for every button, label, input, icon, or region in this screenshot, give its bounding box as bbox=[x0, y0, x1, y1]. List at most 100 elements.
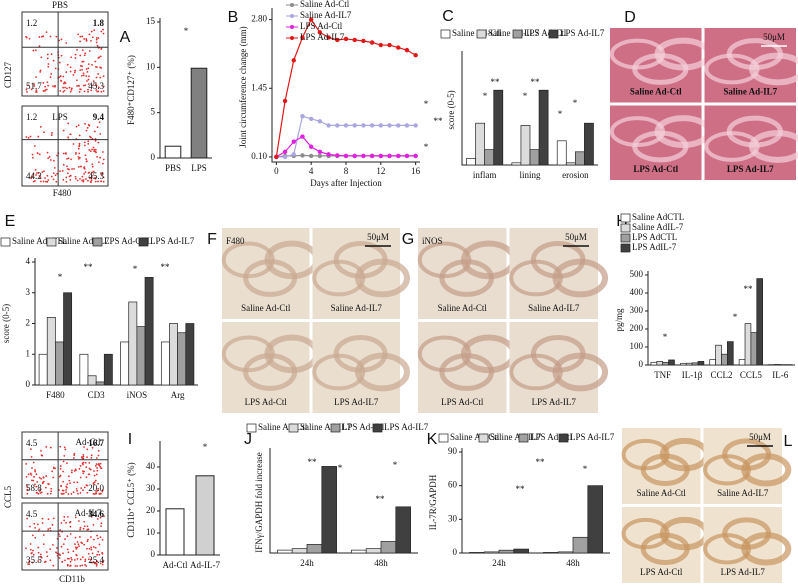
point bbox=[378, 42, 384, 48]
bar bbox=[136, 326, 146, 386]
flow-dot bbox=[29, 548, 32, 551]
flow-dot bbox=[76, 179, 79, 182]
flow-dot bbox=[91, 175, 93, 177]
flow-dot bbox=[74, 536, 77, 539]
point bbox=[326, 152, 331, 157]
flow-dot bbox=[88, 149, 91, 151]
point bbox=[387, 153, 392, 159]
flow-dot bbox=[96, 560, 99, 563]
flow-dot bbox=[35, 172, 38, 174]
point bbox=[300, 153, 305, 158]
legend-swatch bbox=[92, 237, 103, 247]
bar bbox=[529, 149, 540, 166]
image-label: LPS Ad-IL7 bbox=[532, 397, 577, 407]
image-label: Saline Ad-Ctl bbox=[438, 303, 488, 313]
flow-dot bbox=[97, 487, 100, 490]
flow-dot bbox=[91, 552, 94, 555]
y-tick-label: 40 bbox=[146, 461, 156, 471]
x-tick-label: PBS bbox=[165, 163, 181, 173]
y-tick-label: 1 bbox=[26, 348, 31, 358]
flow-dot bbox=[72, 143, 75, 145]
flow-dot bbox=[68, 86, 71, 89]
flow-dot bbox=[65, 42, 68, 44]
flow-dot bbox=[31, 467, 33, 469]
stain-label: iNOS bbox=[422, 236, 443, 246]
flow-dot bbox=[74, 565, 77, 567]
point bbox=[335, 37, 340, 43]
panel-letter: D bbox=[624, 9, 636, 26]
flow-dot bbox=[72, 73, 75, 76]
flow-dot bbox=[92, 483, 95, 486]
flow-dot bbox=[96, 553, 99, 556]
flow-dot bbox=[76, 565, 79, 567]
flow-dot bbox=[94, 479, 97, 482]
flow-dot bbox=[29, 472, 32, 475]
flow-dot bbox=[47, 528, 50, 531]
flow-dot bbox=[49, 446, 52, 449]
flow-dot bbox=[55, 35, 58, 38]
flow-dot bbox=[41, 454, 44, 457]
bar bbox=[128, 301, 138, 386]
flow-dot bbox=[76, 48, 78, 51]
flow-dot bbox=[81, 175, 84, 178]
flow-dot bbox=[48, 483, 50, 486]
flow-dot bbox=[92, 523, 95, 526]
flow-dot bbox=[70, 493, 73, 495]
flow-dot bbox=[83, 90, 86, 93]
flow-dot bbox=[30, 177, 33, 180]
flow-dot bbox=[81, 65, 83, 68]
y-tick-label: 0 bbox=[151, 549, 156, 559]
legend-label: Saline Ad-CTL bbox=[12, 236, 67, 246]
flow-dot bbox=[89, 135, 91, 138]
y-tick-label: 400 bbox=[630, 287, 644, 297]
flow-dot bbox=[34, 469, 36, 471]
flow-dot bbox=[69, 179, 72, 181]
flow-dot bbox=[65, 71, 68, 73]
y-tick-label: 200 bbox=[630, 323, 644, 333]
legend-swatch bbox=[620, 233, 631, 243]
flow-dot bbox=[78, 134, 81, 137]
flow-dot bbox=[81, 60, 84, 63]
flow-dot bbox=[54, 467, 56, 470]
flow-dot bbox=[26, 91, 28, 93]
flow-dot bbox=[88, 473, 91, 476]
flow-dot bbox=[36, 523, 39, 526]
flow-dot bbox=[36, 481, 39, 483]
flow-dot bbox=[82, 454, 85, 456]
flow-dot bbox=[25, 463, 28, 465]
significance: * bbox=[424, 99, 429, 109]
flow-dot bbox=[55, 180, 58, 183]
significance: * bbox=[523, 91, 528, 101]
flow-dot bbox=[38, 45, 41, 48]
quadrant-value: 58.8 bbox=[26, 483, 42, 493]
bar bbox=[185, 323, 195, 386]
image-label: LPS Ad-IL7 bbox=[334, 397, 379, 407]
bar bbox=[574, 151, 585, 166]
flow-dot bbox=[77, 157, 80, 160]
point bbox=[326, 123, 331, 128]
flow-dot bbox=[77, 124, 80, 127]
flow-dot bbox=[41, 517, 44, 520]
flow-dot bbox=[83, 173, 85, 175]
x-tick-label: IL-1β bbox=[682, 370, 703, 380]
flow-dot bbox=[75, 125, 78, 128]
point bbox=[326, 35, 331, 40]
flow-dot bbox=[84, 52, 87, 55]
flow-dot bbox=[50, 175, 53, 178]
flow-dot bbox=[94, 177, 97, 180]
point bbox=[300, 114, 305, 119]
flow-dot bbox=[67, 551, 70, 554]
y-tick-label: 0 bbox=[151, 152, 156, 162]
flow-dot bbox=[94, 465, 97, 467]
flow-dot bbox=[100, 522, 103, 525]
flow-dot bbox=[38, 153, 41, 156]
legend-swatch bbox=[288, 423, 299, 433]
scale-label: 50μM bbox=[749, 432, 771, 442]
flow-dot bbox=[70, 158, 72, 161]
flow-title: Ad-Ctl bbox=[75, 437, 101, 447]
flow-dot bbox=[29, 543, 32, 545]
flow-dot bbox=[88, 177, 91, 179]
flow-dot bbox=[90, 454, 93, 457]
bar bbox=[144, 277, 154, 386]
point bbox=[291, 139, 296, 144]
